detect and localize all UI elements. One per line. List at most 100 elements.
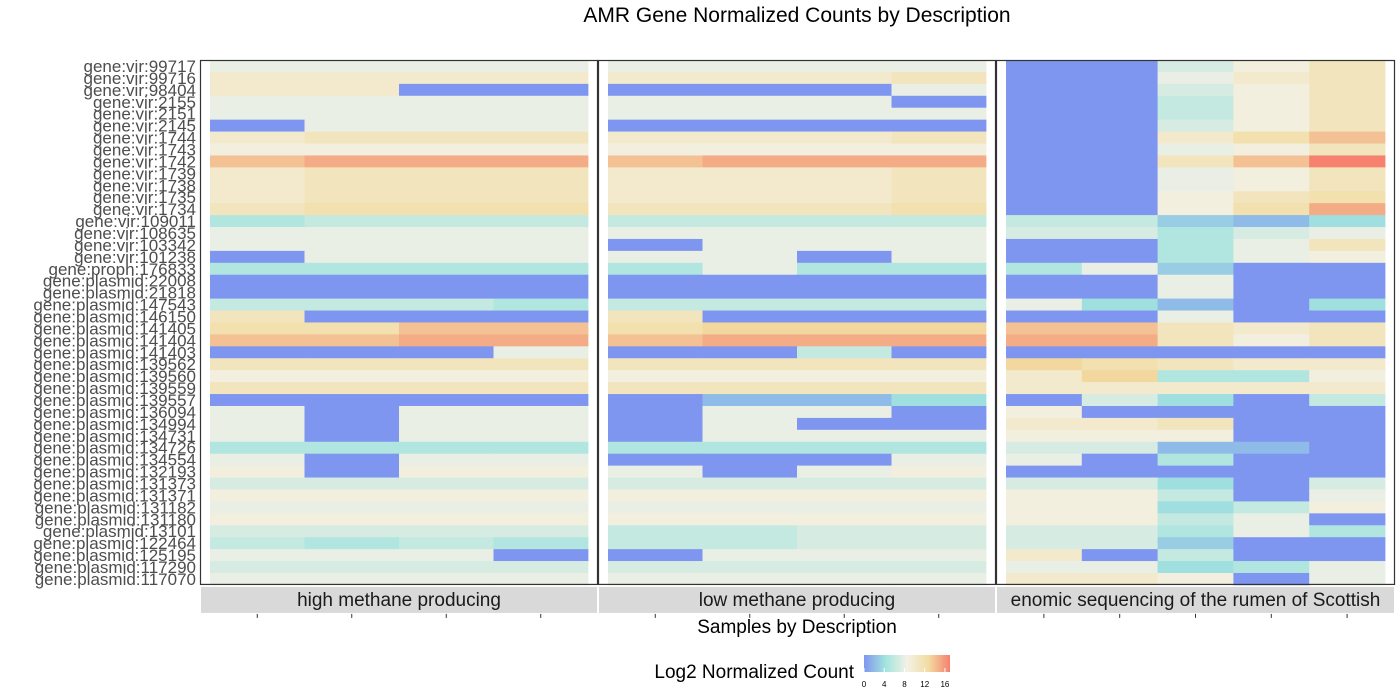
heatmap-cell (1233, 513, 1310, 526)
heatmap-cell (1233, 286, 1310, 299)
heatmap-cell (1309, 71, 1386, 85)
heatmap-cell (891, 131, 987, 144)
heatmap-cell (608, 71, 703, 85)
heatmap-cell (1081, 394, 1158, 407)
heatmap-cell (1309, 60, 1386, 73)
heatmap-cell (702, 477, 798, 490)
heatmap-cell (1309, 513, 1386, 526)
heatmap-cell (797, 453, 892, 467)
heatmap-cell (608, 453, 703, 467)
heatmap-cell (210, 179, 305, 192)
heatmap-cell (399, 227, 494, 240)
heatmap-cell (702, 167, 798, 180)
heatmap-cell (1309, 107, 1386, 121)
heatmap-cell (702, 71, 798, 85)
y-tick-label: gene:vir:109011 (75, 212, 196, 231)
facet-strip-label: low methane producing (699, 590, 895, 611)
heatmap-cell (1006, 441, 1083, 455)
heatmap-cell (608, 334, 703, 347)
heatmap-cell (797, 429, 892, 443)
heatmap-cell (1309, 286, 1386, 299)
heatmap-cell (1157, 465, 1234, 478)
heatmap-cell (702, 489, 798, 502)
heatmap-cell (797, 417, 892, 431)
heatmap-cell (493, 370, 589, 383)
heatmap-cell (608, 501, 703, 514)
heatmap-cell (891, 477, 987, 490)
heatmap-cell (210, 227, 305, 240)
heatmap-cell (702, 429, 798, 443)
heatmap-cell (399, 513, 494, 526)
heatmap-cell (304, 334, 400, 347)
heatmap-cell (304, 179, 400, 192)
heatmap-cell (1006, 453, 1083, 467)
panel-border (597, 59, 997, 586)
heatmap-cell (702, 405, 798, 419)
heatmap-cell (493, 119, 589, 132)
heatmap-cell (1081, 537, 1158, 550)
y-tick-label: gene:vir:98404 (84, 81, 196, 100)
legend-tick-label: 0 (862, 680, 867, 689)
heatmap-cell (1309, 477, 1386, 490)
heatmap-cell (797, 489, 892, 502)
heatmap-cell (608, 405, 703, 419)
heatmap-cell (1309, 334, 1386, 347)
heatmap-cell (608, 131, 703, 144)
heatmap-cell (1081, 501, 1158, 514)
heatmap-cell (702, 394, 798, 407)
heatmap-cell (304, 215, 400, 228)
heatmap-cell (608, 477, 703, 490)
heatmap-cell (304, 572, 400, 586)
heatmap-cell (304, 167, 400, 180)
heatmap-cell (1157, 370, 1234, 383)
heatmap-cell (399, 262, 494, 276)
heatmap-cell (304, 238, 400, 252)
heatmap-cell (1233, 262, 1310, 276)
heatmap-cell (797, 191, 892, 204)
y-tick-label: gene:plasmid:131373 (33, 475, 196, 494)
heatmap-cell (891, 250, 987, 264)
heatmap-cell (1233, 465, 1310, 478)
heatmap-cell (1309, 155, 1386, 168)
heatmap-cell (1081, 119, 1158, 132)
heatmap-cell (493, 322, 589, 335)
heatmap-cell (210, 394, 305, 407)
heatmap-cell (797, 60, 892, 73)
heatmap-cell (608, 417, 703, 431)
heatmap-cell (399, 561, 494, 574)
heatmap-cell (210, 453, 305, 467)
heatmap-cell (702, 83, 798, 97)
heatmap-cell (1006, 394, 1083, 407)
heatmap-cell (1081, 95, 1158, 109)
heatmap-cell (1233, 215, 1310, 228)
heatmap-cell (493, 394, 589, 407)
heatmap-cell (1006, 191, 1083, 204)
heatmap-cell (1006, 179, 1083, 192)
heatmap-cell (399, 358, 494, 371)
heatmap-cell (702, 334, 798, 347)
heatmap-cell (1233, 60, 1310, 73)
heatmap-cell (493, 179, 589, 192)
heatmap-cell (1006, 274, 1083, 288)
heatmap-cell (1309, 262, 1386, 276)
y-tick-label: gene:plasmid:117070 (35, 570, 196, 589)
heatmap-cell (797, 119, 892, 132)
heatmap-cell (399, 155, 494, 168)
heatmap-cell (493, 513, 589, 526)
heatmap-cell (1233, 298, 1310, 311)
heatmap-cell (304, 191, 400, 204)
heatmap-cell (608, 95, 703, 109)
heatmap-cell (210, 549, 305, 562)
heatmap-cell (1157, 179, 1234, 192)
heatmap-cell (891, 417, 987, 431)
heatmap-cell (493, 382, 589, 395)
heatmap-cell (493, 71, 589, 85)
heatmap-cell (1006, 107, 1083, 121)
heatmap-cell (1006, 525, 1083, 538)
panel-border (199, 59, 599, 586)
heatmap-cell (797, 131, 892, 144)
heatmap-cell (891, 561, 987, 574)
heatmap-cell (797, 346, 892, 359)
heatmap-cell (797, 179, 892, 192)
